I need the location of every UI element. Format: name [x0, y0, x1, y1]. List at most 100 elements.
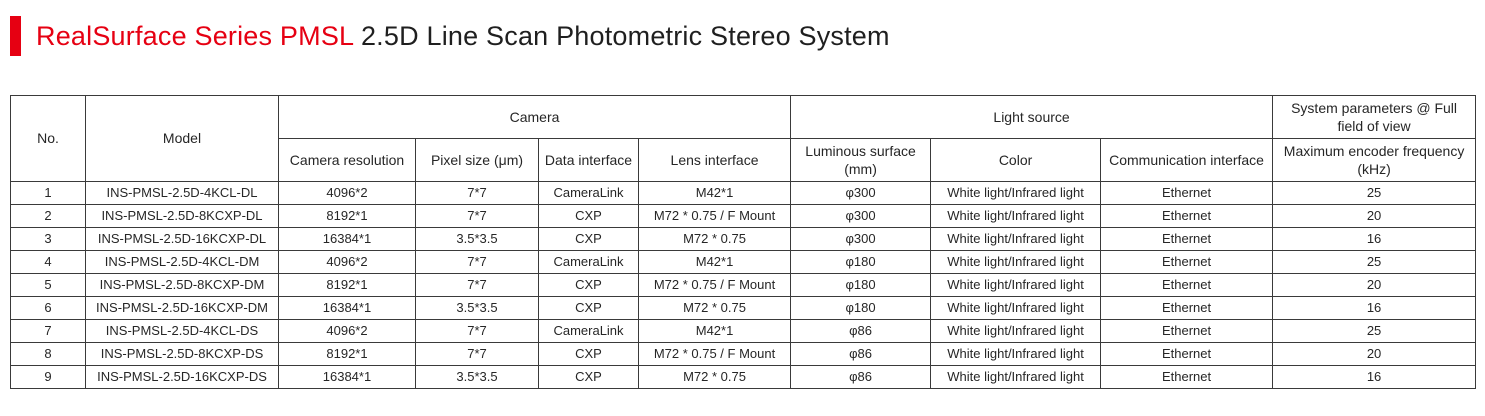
cell-max-encoder-frequency: 25	[1272, 250, 1477, 274]
cell-data-interface: CXP	[538, 227, 639, 251]
cell-communication-interface: Ethernet	[1100, 181, 1274, 205]
cell-camera-resolution: 16384*1	[278, 365, 416, 389]
col-header-luminous-surface: Luminous surface (mm)	[790, 138, 932, 182]
cell-lens-interface: M42*1	[637, 250, 792, 274]
cell-color: White light/Infrared light	[930, 365, 1102, 389]
cell-pixel-size: 7*7	[415, 319, 539, 343]
cell-model: INS-PMSL-2.5D-8KCXP-DM	[85, 273, 279, 297]
cell-no: 4	[10, 250, 86, 274]
cell-communication-interface: Ethernet	[1100, 204, 1274, 228]
cell-luminous-surface: φ300	[790, 204, 932, 228]
cell-luminous-surface: φ300	[790, 181, 932, 205]
cell-communication-interface: Ethernet	[1100, 273, 1274, 297]
cell-pixel-size: 7*7	[415, 250, 539, 274]
cell-camera-resolution: 4096*2	[278, 181, 416, 205]
cell-color: White light/Infrared light	[930, 342, 1102, 366]
cell-lens-interface: M72 * 0.75 / F Mount	[637, 342, 792, 366]
cell-model: INS-PMSL-2.5D-4KCL-DL	[85, 181, 279, 205]
cell-max-encoder-frequency: 20	[1272, 204, 1477, 228]
header-sub-row: Camera resolution Pixel size (μm) Data i…	[11, 138, 1477, 182]
cell-luminous-surface: φ86	[790, 365, 932, 389]
cell-data-interface: CameraLink	[538, 319, 639, 343]
cell-camera-resolution: 8192*1	[278, 342, 416, 366]
table-header: No. Model Camera Light source System par…	[10, 95, 1477, 182]
cell-max-encoder-frequency: 16	[1272, 365, 1477, 389]
cell-communication-interface: Ethernet	[1100, 365, 1274, 389]
table-row: 2 INS-PMSL-2.5D-8KCXP-DL 8192*1 7*7 CXP M72 *…	[10, 204, 1477, 228]
cell-no: 9	[10, 365, 86, 389]
cell-data-interface: CXP	[538, 273, 639, 297]
cell-lens-interface: M42*1	[637, 181, 792, 205]
table-row: 4 INS-PMSL-2.5D-4KCL-DM 4096*2 7*7 CameraLin…	[10, 250, 1477, 274]
col-header-max-encoder-frequency: Maximum encoder frequency (kHz)	[1272, 138, 1477, 182]
cell-color: White light/Infrared light	[930, 296, 1102, 320]
cell-model: INS-PMSL-2.5D-4KCL-DM	[85, 250, 279, 274]
header-group-row: No. Model Camera Light source System par…	[10, 95, 1477, 182]
cell-color: White light/Infrared light	[930, 181, 1102, 205]
cell-camera-resolution: 8192*1	[278, 273, 416, 297]
col-header-camera-resolution: Camera resolution	[278, 138, 416, 182]
table-row: 6 INS-PMSL-2.5D-16KCXP-DM 16384*1 3.5*3.5 CX…	[10, 296, 1477, 320]
spec-table: No. Model Camera Light source System par…	[10, 95, 1477, 389]
cell-lens-interface: M72 * 0.75	[637, 227, 792, 251]
cell-data-interface: CXP	[538, 296, 639, 320]
cell-model: INS-PMSL-2.5D-8KCXP-DS	[85, 342, 279, 366]
cell-pixel-size: 7*7	[415, 342, 539, 366]
title-highlight: RealSurface Series PMSL	[36, 20, 354, 51]
cell-data-interface: CXP	[538, 365, 639, 389]
col-group-system-params: System parameters @ Full field of view	[1272, 95, 1477, 139]
table-row: 3 INS-PMSL-2.5D-16KCXP-DL 16384*1 3.5*3.5 CX…	[10, 227, 1477, 251]
cell-lens-interface: M72 * 0.75 / F Mount	[637, 204, 792, 228]
cell-max-encoder-frequency: 16	[1272, 227, 1477, 251]
cell-max-encoder-frequency: 25	[1272, 319, 1477, 343]
cell-pixel-size: 3.5*3.5	[415, 365, 539, 389]
cell-lens-interface: M72 * 0.75 / F Mount	[637, 273, 792, 297]
col-header-communication-interface: Communication interface	[1100, 138, 1274, 182]
cell-pixel-size: 3.5*3.5	[415, 296, 539, 320]
cell-color: White light/Infrared light	[930, 250, 1102, 274]
cell-data-interface: CameraLink	[538, 181, 639, 205]
cell-luminous-surface: φ180	[790, 250, 932, 274]
col-header-color: Color	[930, 138, 1102, 182]
cell-no: 2	[10, 204, 86, 228]
cell-communication-interface: Ethernet	[1100, 227, 1274, 251]
cell-luminous-surface: φ86	[790, 342, 932, 366]
cell-lens-interface: M72 * 0.75	[637, 296, 792, 320]
cell-no: 6	[10, 296, 86, 320]
cell-color: White light/Infrared light	[930, 319, 1102, 343]
cell-communication-interface: Ethernet	[1100, 250, 1274, 274]
table-body: 1 INS-PMSL-2.5D-4KCL-DL 4096*2 7*7 CameraLin…	[10, 181, 1477, 389]
cell-data-interface: CXP	[538, 204, 639, 228]
col-header-lens-interface: Lens interface	[637, 138, 792, 182]
cell-max-encoder-frequency: 25	[1272, 181, 1477, 205]
title-rest: 2.5D Line Scan Photometric Stereo System	[353, 20, 890, 51]
title-bar: RealSurface Series PMSL 2.5D Line Scan P…	[10, 14, 1473, 58]
cell-luminous-surface: φ180	[790, 273, 932, 297]
col-header-model: Model	[85, 95, 279, 182]
cell-camera-resolution: 4096*2	[278, 250, 416, 274]
cell-max-encoder-frequency: 16	[1272, 296, 1477, 320]
col-header-data-interface: Data interface	[538, 138, 639, 182]
table-row: 1 INS-PMSL-2.5D-4KCL-DL 4096*2 7*7 CameraLin…	[10, 181, 1477, 205]
cell-data-interface: CameraLink	[538, 250, 639, 274]
cell-data-interface: CXP	[538, 342, 639, 366]
cell-no: 8	[10, 342, 86, 366]
table-row: 9 INS-PMSL-2.5D-16KCXP-DS 16384*1 3.5*3.5 CX…	[10, 365, 1477, 389]
cell-lens-interface: M42*1	[637, 319, 792, 343]
cell-camera-resolution: 8192*1	[278, 204, 416, 228]
cell-lens-interface: M72 * 0.75	[637, 365, 792, 389]
cell-color: White light/Infrared light	[930, 227, 1102, 251]
cell-no: 7	[10, 319, 86, 343]
col-header-no: No.	[10, 95, 86, 182]
cell-communication-interface: Ethernet	[1100, 319, 1274, 343]
cell-model: INS-PMSL-2.5D-16KCXP-DM	[85, 296, 279, 320]
cell-communication-interface: Ethernet	[1100, 296, 1274, 320]
cell-pixel-size: 7*7	[415, 273, 539, 297]
cell-camera-resolution: 16384*1	[278, 227, 416, 251]
table-row: 7 INS-PMSL-2.5D-4KCL-DS 4096*2 7*7 CameraLin…	[10, 319, 1477, 343]
table-row: 5 INS-PMSL-2.5D-8KCXP-DM 8192*1 7*7 CXP M72 *…	[10, 273, 1477, 297]
cell-pixel-size: 7*7	[415, 204, 539, 228]
col-group-light-source: Light source	[790, 95, 1274, 139]
cell-no: 1	[10, 181, 86, 205]
cell-max-encoder-frequency: 20	[1272, 342, 1477, 366]
